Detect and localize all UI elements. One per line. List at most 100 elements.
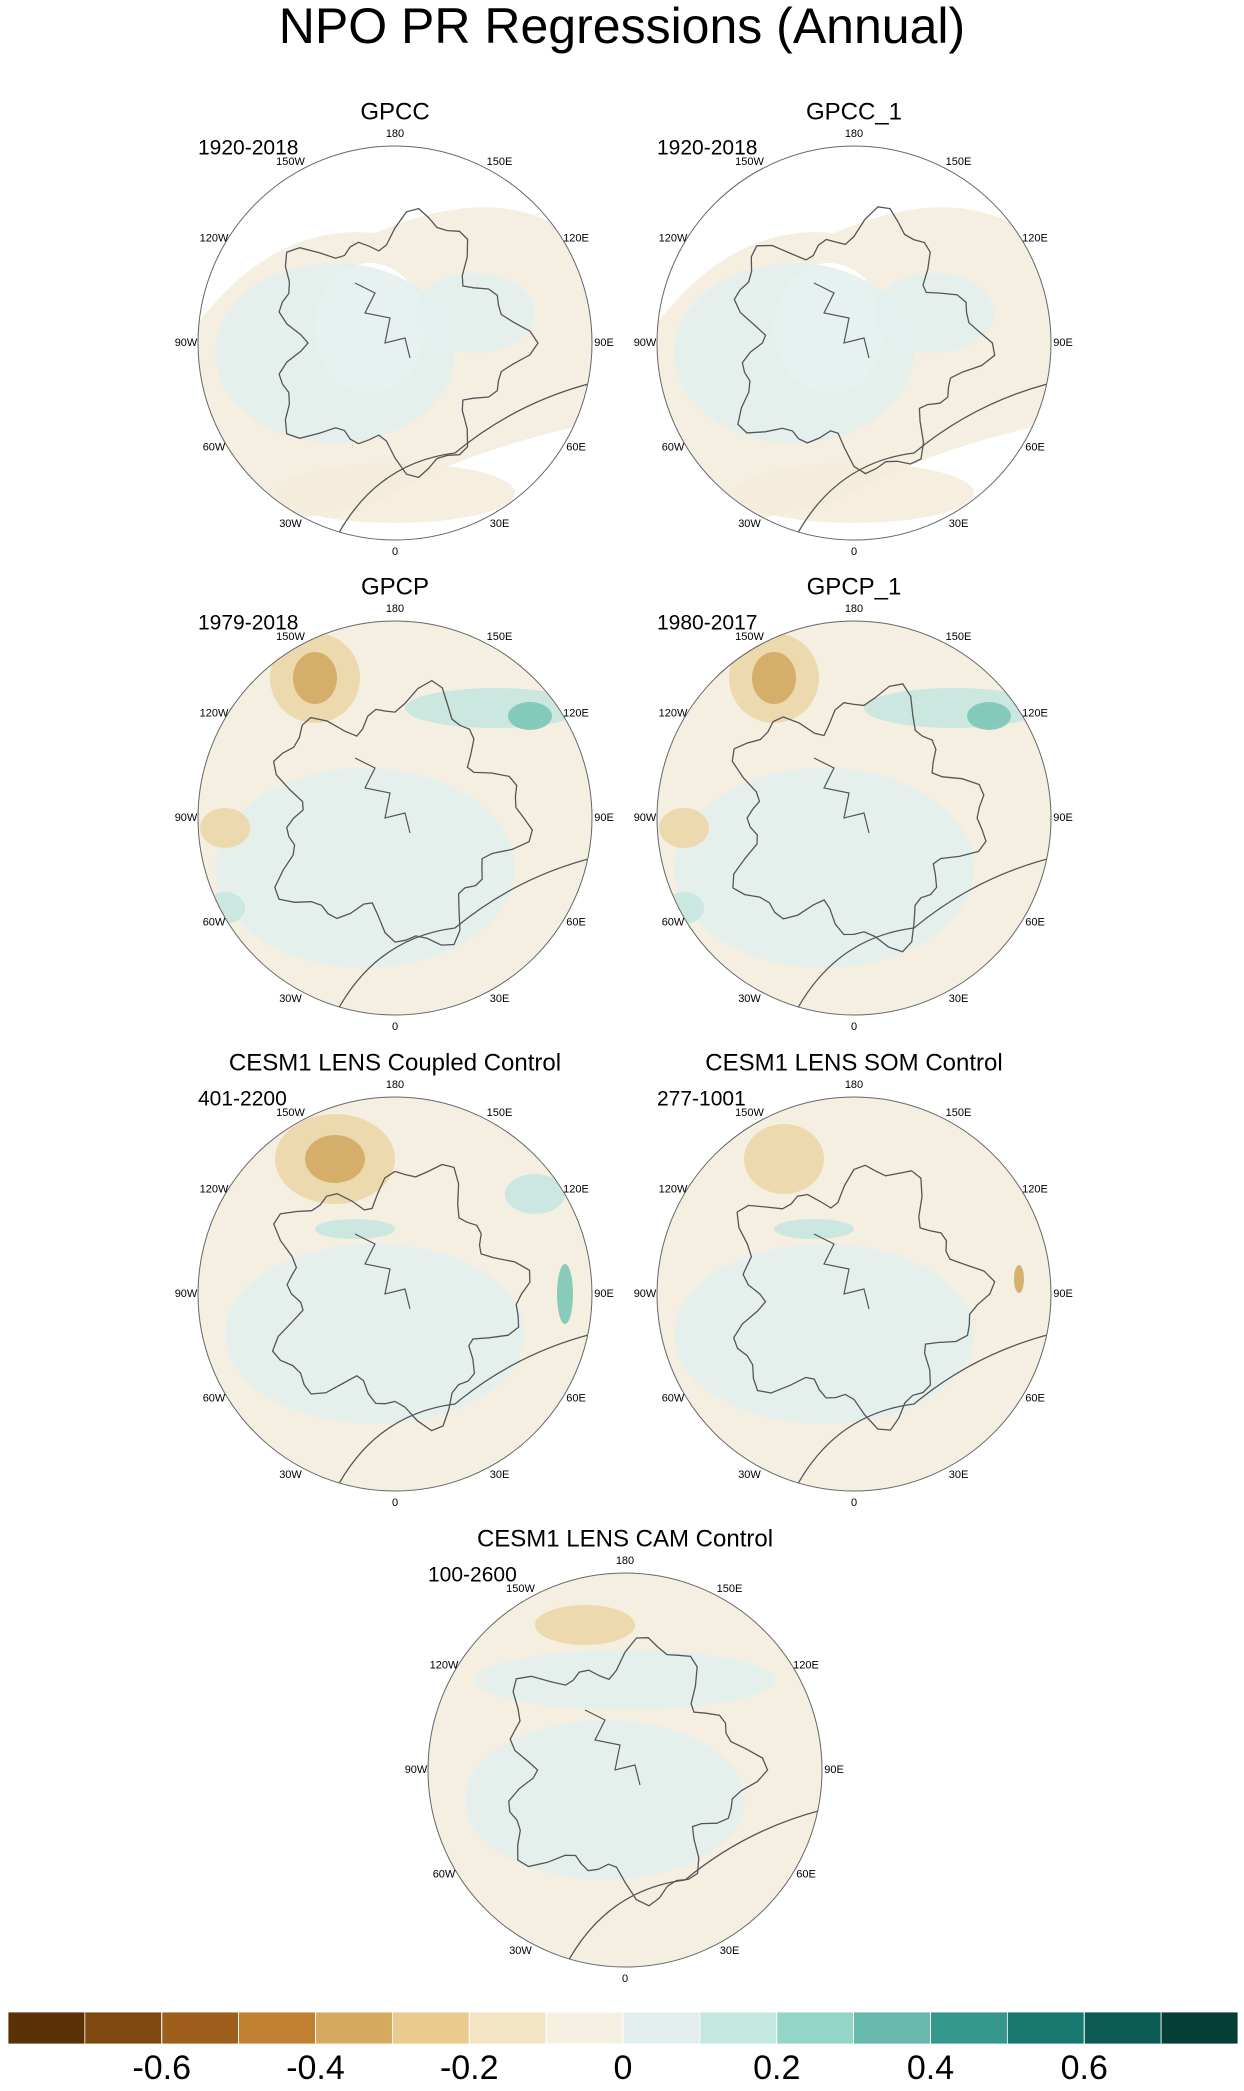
anomaly-shade xyxy=(774,1219,854,1239)
longitude-label: 180 xyxy=(386,603,404,615)
longitude-label: 90W xyxy=(634,337,657,349)
colorbar-box xyxy=(776,2011,855,2045)
colorbar-box xyxy=(1006,2011,1085,2045)
longitude-label: 120E xyxy=(563,707,589,719)
coastline xyxy=(271,1163,531,1432)
longitude-label: 90E xyxy=(594,1288,614,1300)
longitude-label: 120W xyxy=(200,232,229,244)
longitude-label: 90W xyxy=(634,1288,657,1300)
map-fill xyxy=(198,621,592,1015)
colorbar-box xyxy=(84,2011,163,2045)
longitude-label: 120W xyxy=(200,1183,229,1195)
panel-title: CESM1 LENS Coupled Control xyxy=(229,1049,561,1076)
longitude-label: 30W xyxy=(279,993,302,1005)
map-border xyxy=(197,620,593,1016)
coastline xyxy=(354,757,411,834)
anomaly-shade xyxy=(674,263,914,443)
longitude-label: 90W xyxy=(634,812,657,824)
longitude-label: 90W xyxy=(175,337,198,349)
colorbar-label: 0.2 xyxy=(753,2049,800,2086)
longitude-label: 0 xyxy=(622,1973,628,1985)
longitude-label: 30E xyxy=(490,518,510,530)
coastline xyxy=(278,207,539,479)
map-border xyxy=(427,1572,823,1968)
longitude-label: 30E xyxy=(949,518,969,530)
panel-period: 401-2200 xyxy=(198,1088,287,1111)
coastline xyxy=(733,206,996,475)
colorbar-label: -0.6 xyxy=(132,2049,191,2086)
longitude-label: 150W xyxy=(276,631,305,643)
longitude-label: 60E xyxy=(566,441,586,453)
anomaly-shade xyxy=(215,263,455,443)
map-fill xyxy=(198,1097,592,1491)
longitude-label: 30W xyxy=(738,1469,761,1481)
anomaly-shade xyxy=(752,652,796,704)
anomaly-shade xyxy=(505,1174,565,1214)
longitude-label: 120E xyxy=(793,1659,819,1671)
coastline xyxy=(334,1333,592,1491)
longitude-label: 60E xyxy=(1025,441,1045,453)
figure-title: NPO PR Regressions (Annual) xyxy=(279,0,965,54)
colorbar-label: -0.2 xyxy=(440,2049,499,2086)
panel-title: CESM1 LENS SOM Control xyxy=(705,1049,1002,1076)
map-border xyxy=(197,145,593,541)
longitude-label: 30W xyxy=(738,993,761,1005)
longitude-label: 60W xyxy=(203,441,226,453)
longitude-label: 150E xyxy=(487,1107,513,1119)
coastline xyxy=(732,1164,996,1431)
map-border xyxy=(656,620,1052,1016)
anomaly-shade xyxy=(659,808,709,848)
longitude-label: 60E xyxy=(566,916,586,928)
longitude-label: 150W xyxy=(506,1583,535,1595)
longitude-label: 0 xyxy=(392,546,398,558)
colorbar-box xyxy=(315,2011,393,2045)
colorbar-label: 0.6 xyxy=(1061,2049,1108,2086)
longitude-label: 60E xyxy=(1025,916,1045,928)
longitude-label: 60W xyxy=(203,1392,226,1404)
longitude-label: 180 xyxy=(845,128,863,140)
longitude-label: 180 xyxy=(616,1555,634,1567)
panel-title: GPCP xyxy=(361,573,429,600)
panel-period: 1920-2018 xyxy=(198,137,298,160)
map-fill xyxy=(428,1573,822,1967)
coastline xyxy=(354,282,411,359)
colorbar-label: 0.4 xyxy=(907,2049,954,2086)
longitude-label: 60W xyxy=(662,916,685,928)
longitude-label: 30E xyxy=(490,993,510,1005)
map-panel: GPCC 1920-2018 180 150E 120E 90E 60E 30E 0 30W 60W… xyxy=(175,98,614,558)
anomaly-shade xyxy=(465,1720,745,1880)
map-border xyxy=(656,1096,1052,1492)
longitude-label: 90E xyxy=(1053,812,1073,824)
colorbar-box xyxy=(161,2011,240,2045)
coastline xyxy=(731,683,987,953)
panel-period: 1920-2018 xyxy=(657,137,757,160)
longitude-label: 90E xyxy=(594,812,614,824)
longitude-label: 30E xyxy=(490,1469,510,1481)
anomaly-shade xyxy=(275,463,515,523)
longitude-label: 60E xyxy=(566,1392,586,1404)
panel-title: CESM1 LENS CAM Control xyxy=(477,1525,773,1552)
map-fill xyxy=(198,146,592,540)
longitude-label: 30E xyxy=(949,1469,969,1481)
longitude-label: 60E xyxy=(796,1868,816,1880)
longitude-label: 90E xyxy=(1053,1288,1073,1300)
anomaly-shade xyxy=(225,1244,525,1424)
longitude-label: 30W xyxy=(279,1469,302,1481)
colorbar-box xyxy=(622,2011,701,2045)
coastline xyxy=(334,382,592,540)
anomaly-shade xyxy=(415,273,535,353)
longitude-label: 0 xyxy=(851,546,857,558)
longitude-label: 180 xyxy=(845,603,863,615)
longitude-label: 90W xyxy=(175,812,198,824)
colorbar-box xyxy=(7,2011,86,2045)
longitude-label: 180 xyxy=(845,1079,863,1091)
anomaly-shade xyxy=(200,808,250,848)
anomaly-shade xyxy=(475,1650,775,1710)
coastline xyxy=(564,1809,822,1967)
longitude-label: 150E xyxy=(487,156,513,168)
longitude-label: 30E xyxy=(720,1945,740,1957)
anomaly-shade xyxy=(1014,1265,1024,1293)
map-panel: CESM1 LENS SOM Control 277-1001 180 150E 120… xyxy=(634,1049,1073,1509)
longitude-label: 120W xyxy=(659,1183,688,1195)
colorbar-box xyxy=(238,2011,316,2045)
